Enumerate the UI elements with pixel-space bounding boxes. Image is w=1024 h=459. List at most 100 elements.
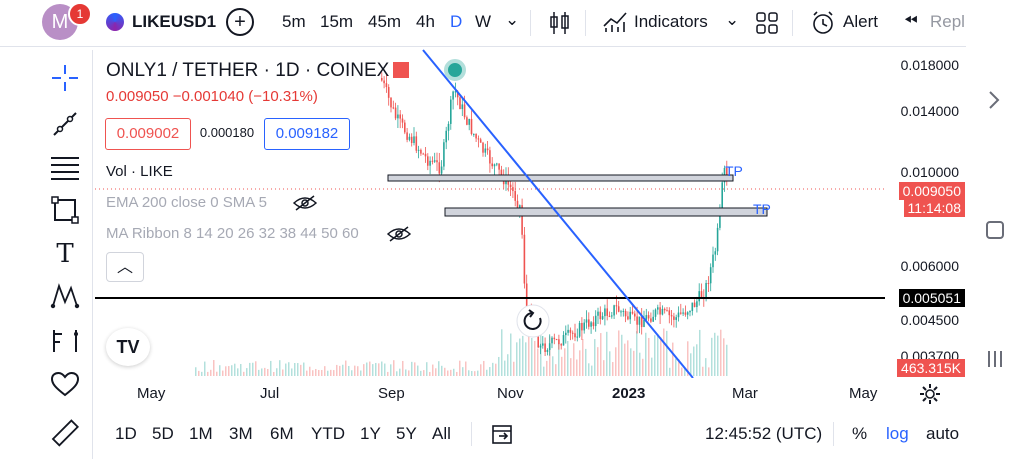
indicators-icon[interactable] xyxy=(602,10,628,34)
resistance-zone-upper[interactable] xyxy=(387,174,734,182)
volume-bar xyxy=(642,358,644,376)
ma-ribbon-indicator-label[interactable]: MA Ribbon 8 14 20 26 32 38 44 50 60 xyxy=(106,225,359,242)
shape-tool[interactable] xyxy=(44,190,86,230)
volume-bar xyxy=(327,370,329,376)
candle-body xyxy=(429,160,431,166)
home-square-icon[interactable] xyxy=(985,220,1005,240)
tradingview-logo[interactable]: TV xyxy=(106,328,150,366)
add-symbol-icon[interactable]: + xyxy=(226,8,254,36)
favorites-tool[interactable] xyxy=(44,364,86,404)
volume-bar xyxy=(657,333,659,376)
trend-line-tool[interactable] xyxy=(44,104,86,144)
symbol-search[interactable]: LIKEUSD1 xyxy=(132,12,217,31)
goto-date-icon[interactable] xyxy=(491,423,513,445)
candle-body xyxy=(468,118,470,125)
measure-tool[interactable] xyxy=(44,414,86,454)
range-1m[interactable]: 1M xyxy=(189,424,213,443)
interval-45m[interactable]: 45m xyxy=(368,12,402,31)
alert-clock-icon[interactable] xyxy=(810,10,836,36)
range-3m[interactable]: 3M xyxy=(229,424,253,443)
range-6m[interactable]: 6M xyxy=(270,424,294,443)
text-tool[interactable]: T xyxy=(44,234,86,274)
volume-bar xyxy=(420,370,422,376)
buy-price-box[interactable]: 0.009182 xyxy=(264,118,350,150)
volume-bar xyxy=(582,338,584,376)
candle-body xyxy=(640,316,643,327)
utc-clock[interactable]: 12:45:52 (UTC) xyxy=(705,424,823,443)
range-1d[interactable]: 1D xyxy=(115,424,137,443)
range-ytd[interactable]: YTD xyxy=(311,424,345,443)
pattern-icon xyxy=(50,283,80,309)
volume-bar xyxy=(708,367,710,376)
volume-bar xyxy=(594,339,596,376)
candle-body xyxy=(677,312,680,318)
collapse-legend-button[interactable]: ︿ xyxy=(106,252,144,282)
indicators-button[interactable]: Indicators xyxy=(634,12,708,31)
tp-label-lower[interactable]: TP xyxy=(753,201,771,217)
volume-bar xyxy=(624,343,626,376)
volume-bar xyxy=(486,369,488,376)
layout-grid-icon[interactable] xyxy=(756,12,778,34)
interval-dropdown-icon[interactable]: ⌄ xyxy=(505,10,520,29)
auto-scale-toggle[interactable]: auto xyxy=(926,424,960,443)
volume-bar xyxy=(717,335,719,376)
percent-scale-toggle[interactable]: % xyxy=(852,424,868,443)
pattern-tool[interactable] xyxy=(44,276,86,316)
candle-body xyxy=(613,305,615,316)
indicators-dropdown-icon[interactable]: ⌄ xyxy=(725,10,740,29)
price-chart[interactable]: TP TP xyxy=(95,48,885,378)
interval-5m[interactable]: 5m xyxy=(282,12,306,31)
volume-bar xyxy=(423,370,425,376)
reset-chart-button[interactable] xyxy=(516,304,550,338)
chevron-right-icon[interactable] xyxy=(987,90,1001,110)
interval-4h[interactable]: 4h xyxy=(416,12,435,31)
candle-body xyxy=(689,310,691,313)
candles-chart-type-icon[interactable] xyxy=(548,10,572,36)
volume-bar xyxy=(309,366,311,376)
time-label: May xyxy=(137,385,166,402)
hidden-eye-icon[interactable] xyxy=(292,194,318,212)
settings-gear-icon[interactable] xyxy=(919,383,941,405)
candle-body xyxy=(647,315,650,319)
time-axis[interactable] xyxy=(95,378,966,408)
flag-marker-icon[interactable] xyxy=(393,62,409,78)
tp-label-upper[interactable]: TP xyxy=(725,163,743,179)
hidden-eye-icon[interactable] xyxy=(386,225,412,243)
replay-button[interactable]: Repl xyxy=(930,12,965,31)
volume-bar xyxy=(228,366,230,376)
resistance-zone-lower[interactable] xyxy=(444,207,768,217)
volume-bar xyxy=(435,368,437,376)
replay-icon[interactable]: ⏪︎ xyxy=(904,11,918,30)
alert-button[interactable]: Alert xyxy=(843,12,878,31)
price-axis[interactable]: 0.018000 0.014000 0.010000 0.006000 0.00… xyxy=(885,48,967,378)
volume-bar xyxy=(438,361,440,376)
log-scale-toggle[interactable]: log xyxy=(886,424,909,443)
interval-15m[interactable]: 15m xyxy=(320,12,354,31)
interval-w[interactable]: W xyxy=(475,12,492,31)
range-5y[interactable]: 5Y xyxy=(396,424,417,443)
volume-bar xyxy=(312,370,314,376)
ema-indicator-label[interactable]: EMA 200 close 0 SMA 5 xyxy=(106,194,267,211)
event-marker-icon[interactable] xyxy=(444,59,466,81)
volume-indicator-label[interactable]: Vol · LIKE xyxy=(106,163,173,180)
volume-bar xyxy=(525,342,527,376)
volume-bar xyxy=(255,361,257,376)
interval-d[interactable]: D xyxy=(450,12,463,31)
range-all[interactable]: All xyxy=(432,424,451,443)
crosshair-tool[interactable] xyxy=(44,58,86,98)
volume-bar xyxy=(576,359,578,376)
candle-body xyxy=(574,333,576,338)
range-1y[interactable]: 1Y xyxy=(360,424,381,443)
recent-apps-icon[interactable] xyxy=(986,348,1004,370)
volume-bar xyxy=(636,331,638,376)
fib-tool[interactable] xyxy=(44,148,86,188)
price-tick: 0.004500 xyxy=(900,312,959,328)
sell-price-box[interactable]: 0.009002 xyxy=(105,118,191,150)
range-5d[interactable]: 5D xyxy=(152,424,174,443)
volume-bar xyxy=(555,364,557,376)
trend-line[interactable] xyxy=(422,49,694,378)
volume-bar xyxy=(510,333,512,376)
symbol-title[interactable]: ONLY1 / TETHER · 1D · COINEX xyxy=(106,60,390,81)
prediction-tool[interactable] xyxy=(44,320,86,360)
time-label: Nov xyxy=(497,385,524,402)
